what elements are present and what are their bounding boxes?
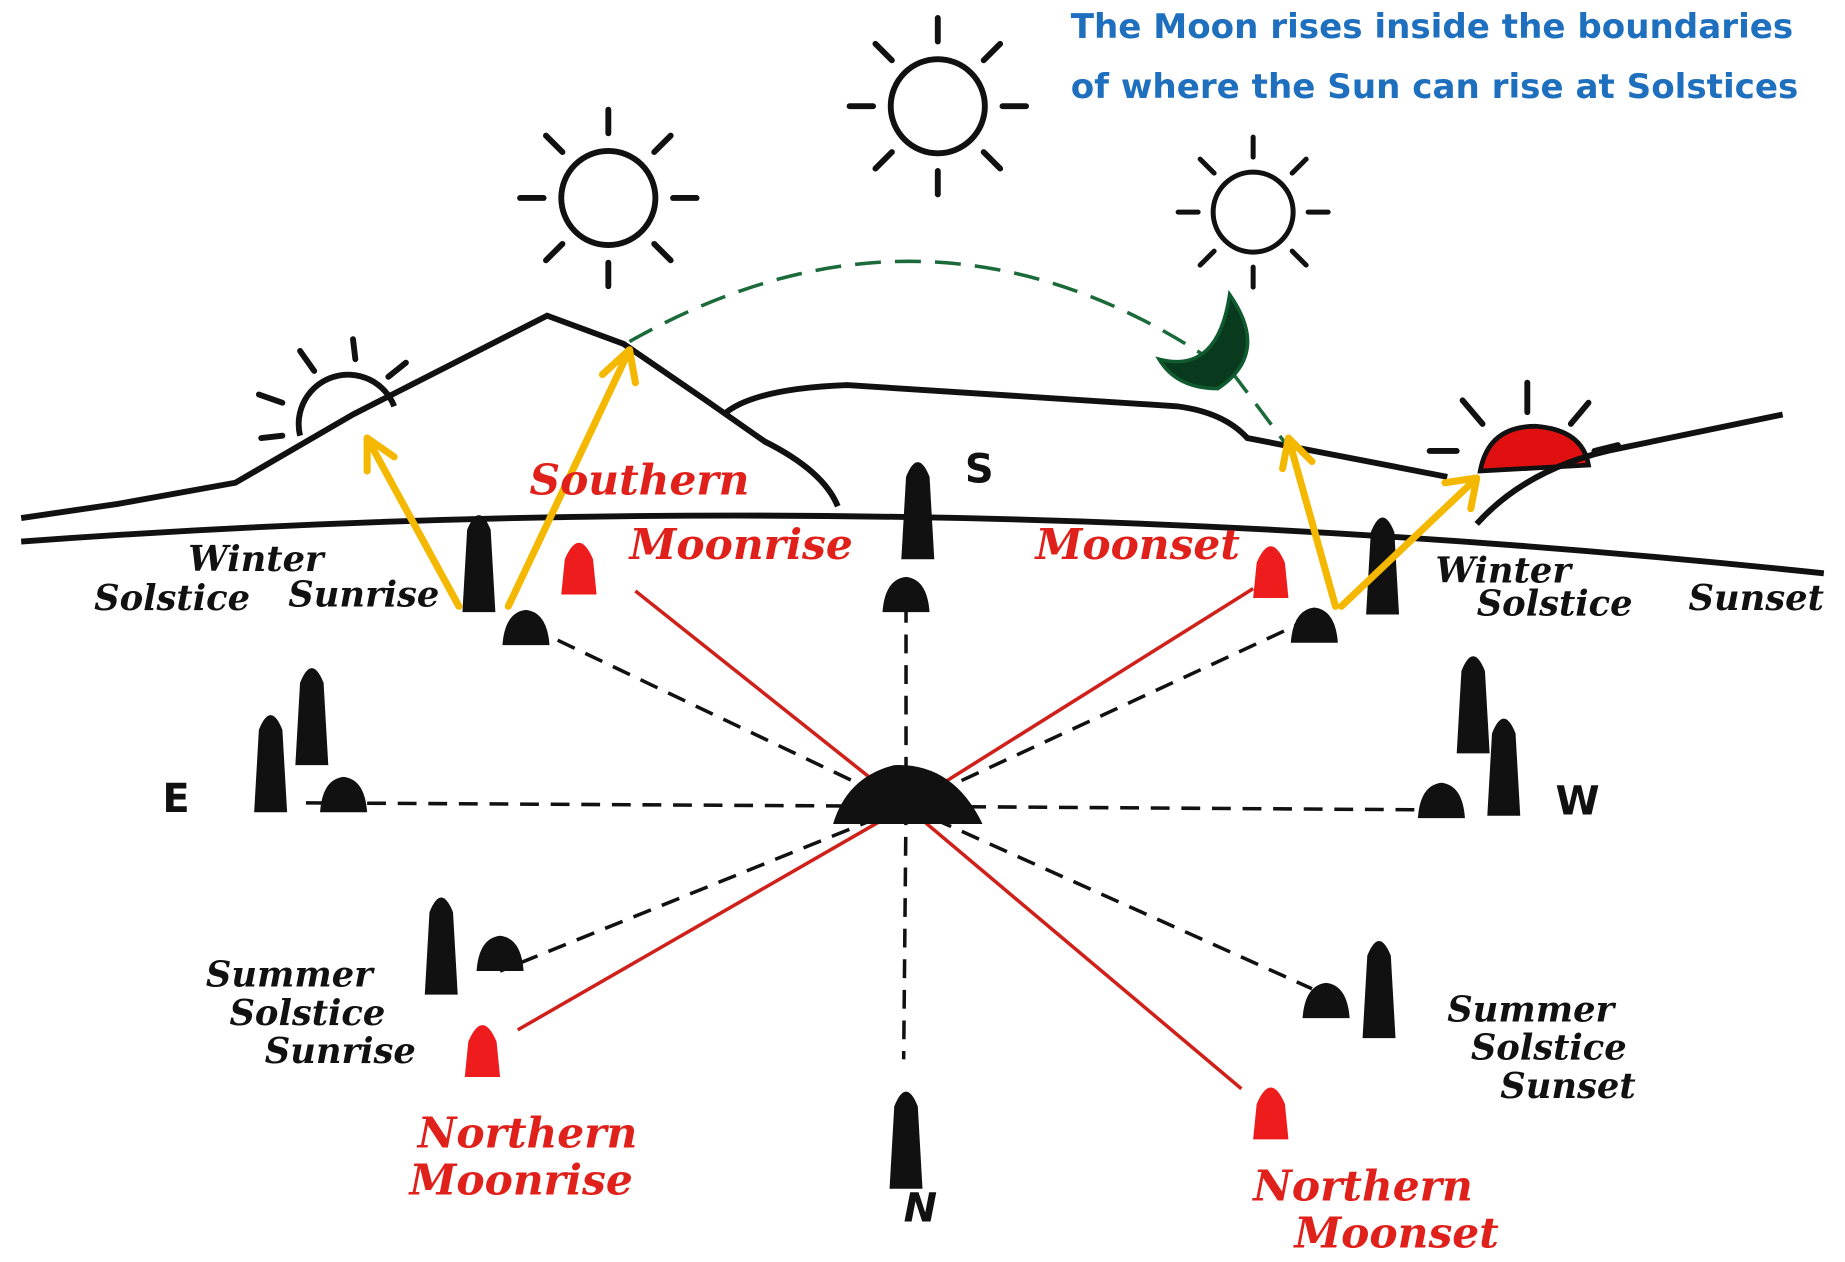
label: Sunrise [288,574,439,615]
sun [520,110,696,286]
label: Solstice [1477,584,1633,625]
title-line: of where the Sun can rise at Solstices [1071,67,1799,107]
label: Moonrise [407,1155,632,1205]
label: Southern [529,455,749,505]
label: Solstice [94,578,250,619]
compass-label: W [1556,779,1600,825]
label: Solstice [1471,1027,1627,1068]
hill [724,385,1448,477]
stones [254,462,1520,1189]
label: Sunset [1500,1066,1635,1107]
label: Summer [206,954,375,995]
sun [850,18,1026,194]
label: Moonrise [628,519,853,569]
sight-lines [294,589,1429,1089]
label: Moonset [1292,1208,1499,1258]
compass-label: N [904,1186,937,1232]
label: Summer [1447,990,1616,1031]
label: Moonset [1033,519,1240,569]
page: The Moon rises inside the boundaries of … [0,0,1845,1262]
sun [1178,137,1328,287]
moon [1159,294,1248,388]
title-line: The Moon rises inside the boundaries [1071,7,1793,47]
label: Northern [416,1108,638,1158]
label: Solstice [229,993,385,1034]
compass-label: E [162,776,189,822]
compass-label: S [965,447,994,493]
diagram: The Moon rises inside the boundaries of … [0,0,1845,1262]
label: Sunrise [265,1031,416,1072]
label: Sunset [1689,578,1824,619]
label: Northern [1251,1161,1473,1211]
